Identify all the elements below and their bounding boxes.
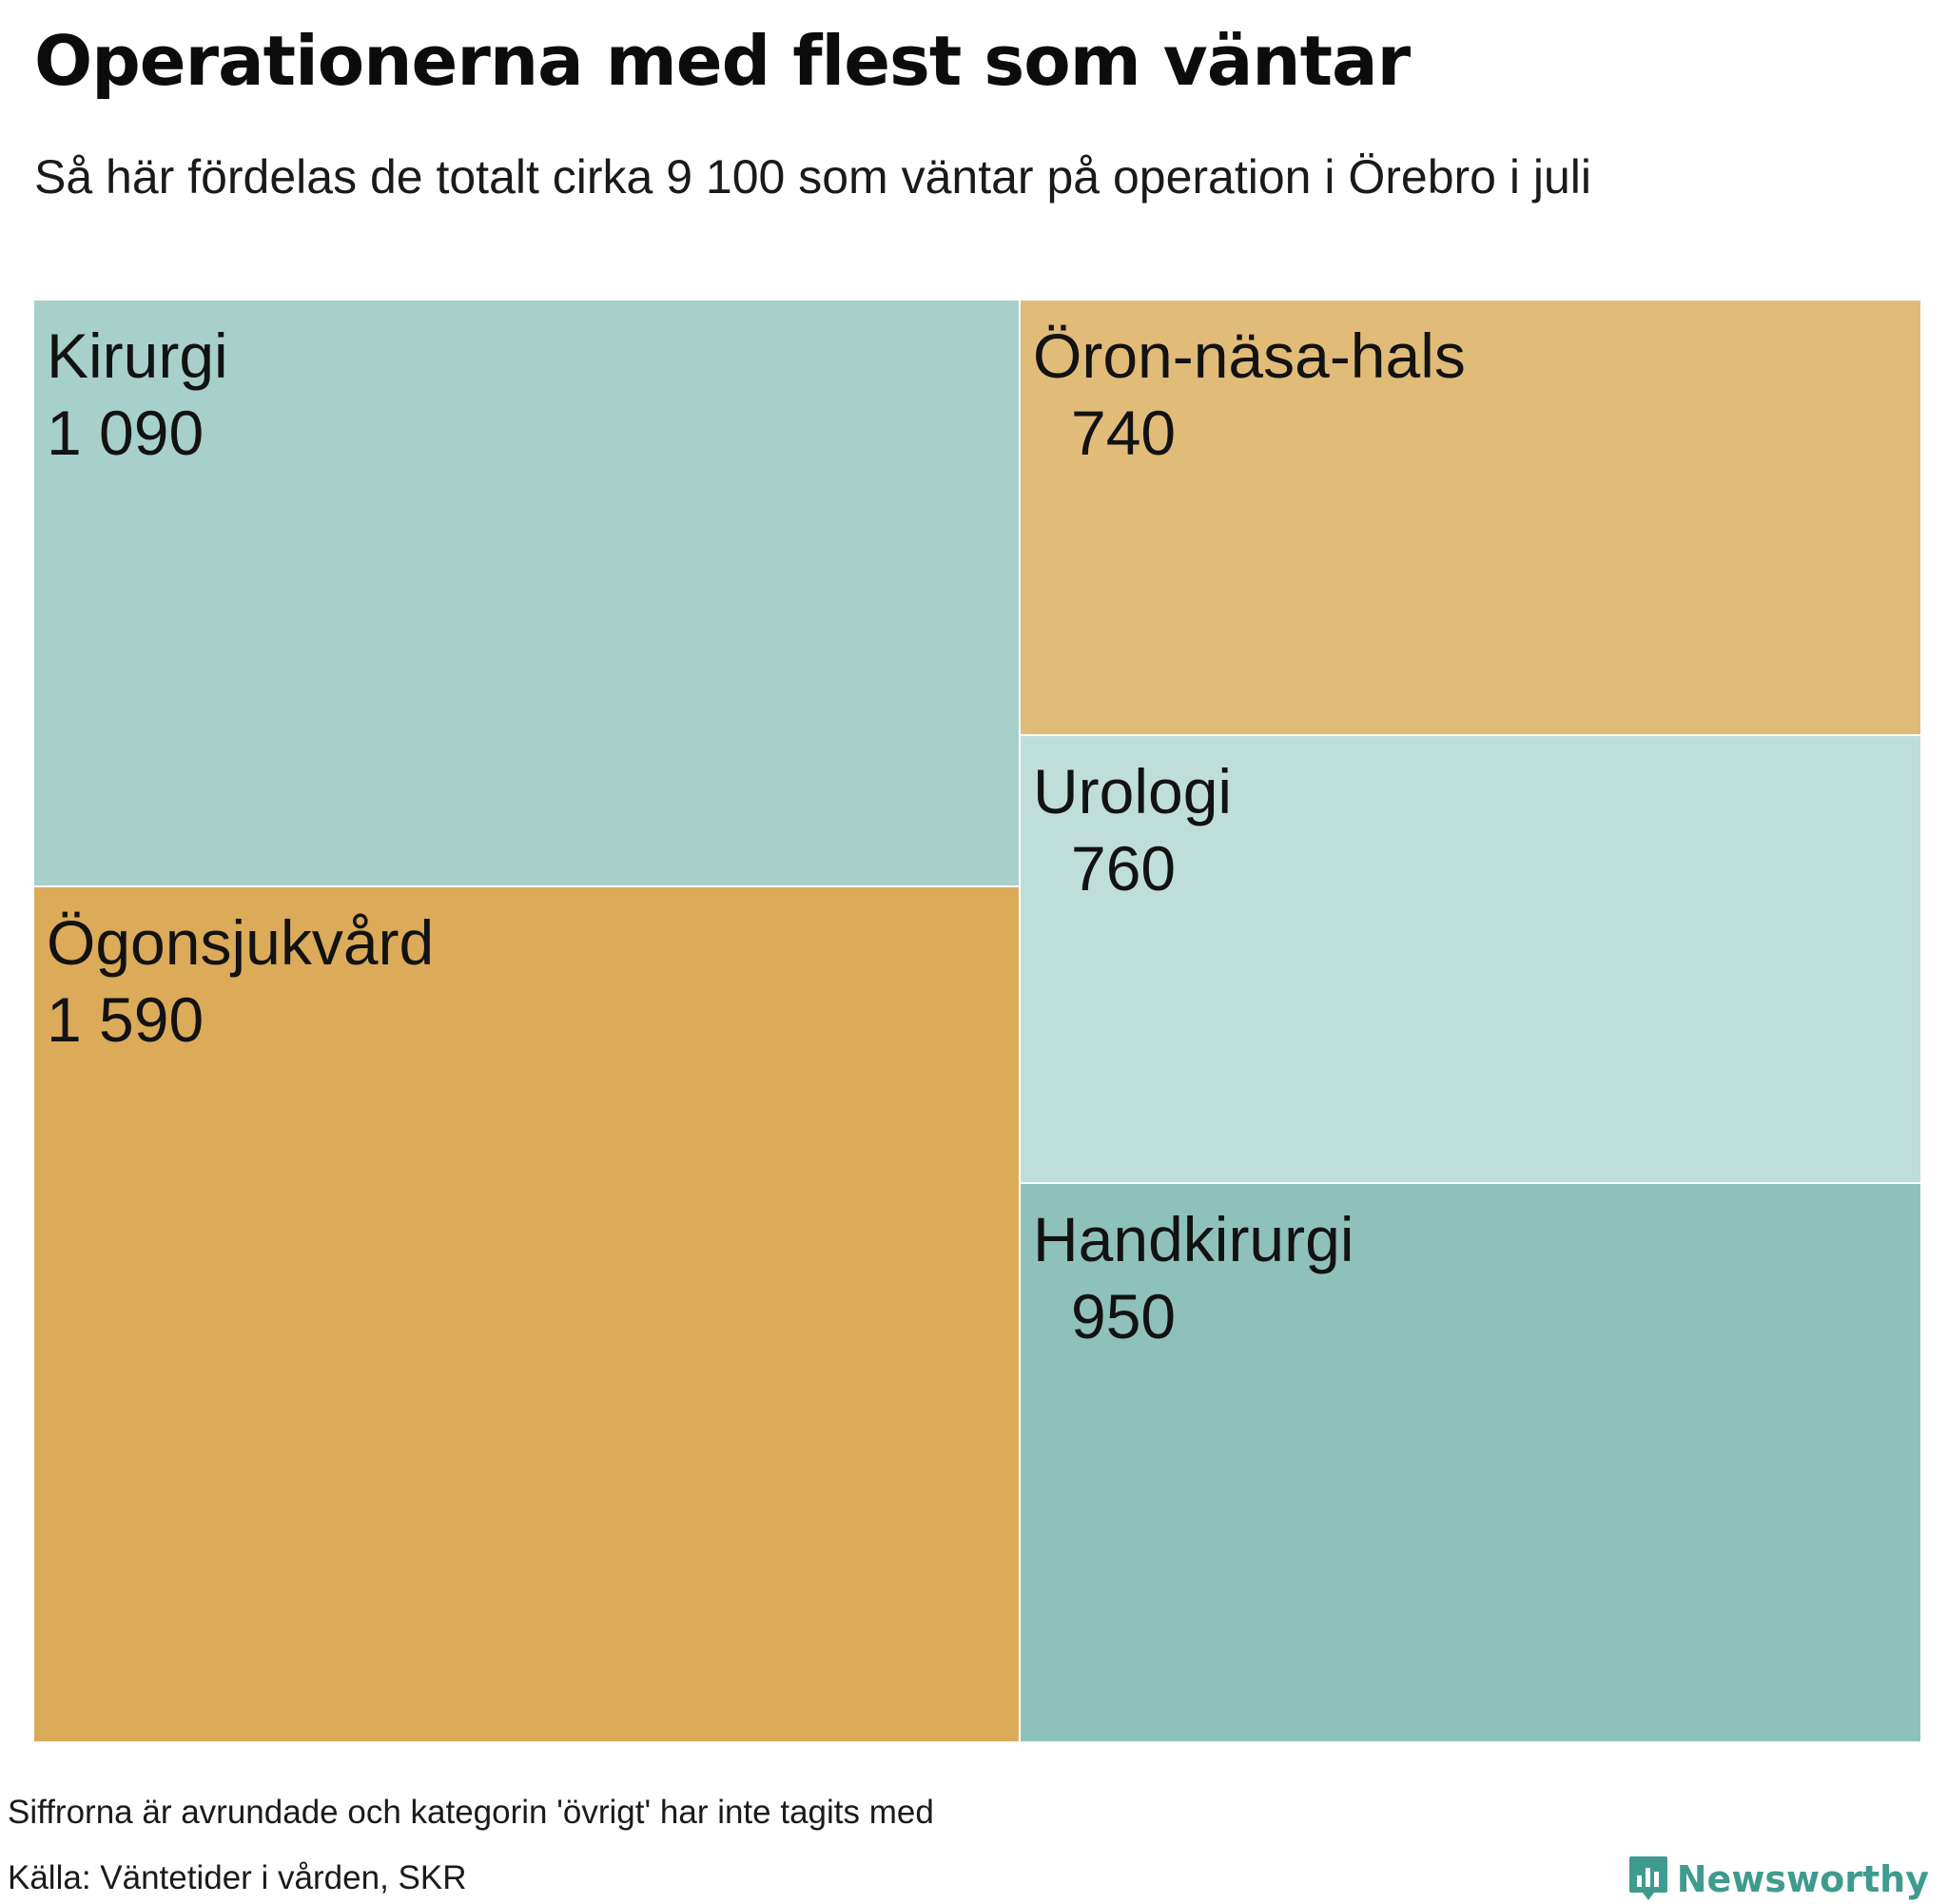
source-note: Källa: Väntetider i vården, SKR xyxy=(8,1859,467,1896)
treemap-cell-label: Urologi 760 xyxy=(1033,753,1232,906)
treemap-category-name: Öron-näsa-hals xyxy=(1033,321,1466,391)
treemap-cell-label: Kirurgi 1 090 xyxy=(47,318,228,471)
treemap-cell: Ögonsjukvård 1 590 xyxy=(33,886,1020,1742)
treemap-cell: Urologi 760 xyxy=(1020,735,1921,1183)
treemap-category-name: Kirurgi xyxy=(47,321,228,391)
treemap-chart: Kirurgi 1 090 Ögonsjukvård 1 590 Öron-näsa-h… xyxy=(33,300,1921,1742)
chart-subtitle: Så här fördelas de totalt cirka 9 100 so… xyxy=(34,150,1591,204)
newsworthy-logo: Newsworthy xyxy=(1627,1855,1929,1904)
treemap-value-label: 950 xyxy=(1071,1280,1177,1351)
newsworthy-logo-icon xyxy=(1628,1856,1667,1900)
treemap-value-label: 740 xyxy=(1071,397,1177,468)
treemap-value-label: 760 xyxy=(1071,832,1177,903)
treemap-category-name: Urologi xyxy=(1033,756,1233,826)
treemap-cell: Öron-näsa-hals 740 xyxy=(1020,300,1921,735)
treemap-cell-label: Öron-näsa-hals 740 xyxy=(1033,318,1466,471)
chart-title: Operationerna med flest som väntar xyxy=(34,21,1411,101)
treemap-value-label: 1 590 xyxy=(47,983,205,1055)
treemap-cell: Handkirurgi 950 xyxy=(1020,1183,1921,1742)
newsworthy-wordmark: Newsworthy xyxy=(1676,1858,1929,1900)
treemap-category-name: Handkirurgi xyxy=(1033,1204,1354,1274)
treemap-cell-label: Handkirurgi 950 xyxy=(1033,1201,1354,1354)
treemap-cell-label: Ögonsjukvård 1 590 xyxy=(47,904,434,1058)
footnote: Siffrorna är avrundade och kategorin 'öv… xyxy=(8,1794,934,1831)
treemap-category-name: Ögonsjukvård xyxy=(47,907,435,978)
treemap-cell: Kirurgi 1 090 xyxy=(33,300,1020,886)
treemap-value-label: 1 090 xyxy=(47,397,205,468)
